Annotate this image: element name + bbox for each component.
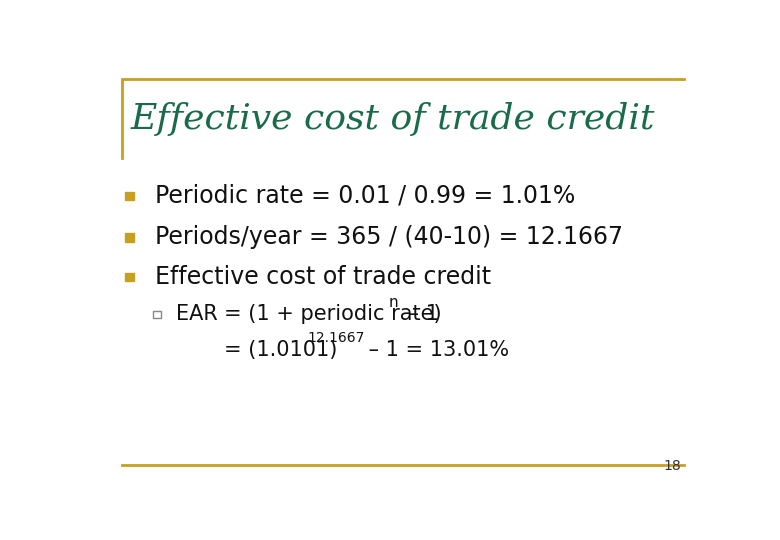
- Text: Effective cost of trade credit: Effective cost of trade credit: [155, 265, 491, 289]
- Text: n: n: [389, 295, 399, 310]
- Text: – 1 = 13.01%: – 1 = 13.01%: [362, 340, 509, 360]
- Text: = (1 + periodic rate): = (1 + periodic rate): [225, 304, 442, 325]
- Text: Periods/year = 365 / (40-10) = 12.1667: Periods/year = 365 / (40-10) = 12.1667: [155, 225, 623, 249]
- FancyBboxPatch shape: [125, 273, 134, 281]
- Text: Effective cost of trade credit: Effective cost of trade credit: [131, 102, 655, 136]
- Text: Periodic rate = 0.01 / 0.99 = 1.01%: Periodic rate = 0.01 / 0.99 = 1.01%: [155, 184, 575, 208]
- Text: 18: 18: [663, 459, 681, 473]
- Text: EAR: EAR: [176, 304, 218, 325]
- Text: 12.1667: 12.1667: [308, 331, 365, 345]
- FancyBboxPatch shape: [125, 233, 134, 241]
- Text: = (1.0101): = (1.0101): [225, 340, 338, 360]
- FancyBboxPatch shape: [153, 311, 161, 318]
- Text: – 1: – 1: [402, 304, 439, 325]
- FancyBboxPatch shape: [125, 192, 134, 200]
